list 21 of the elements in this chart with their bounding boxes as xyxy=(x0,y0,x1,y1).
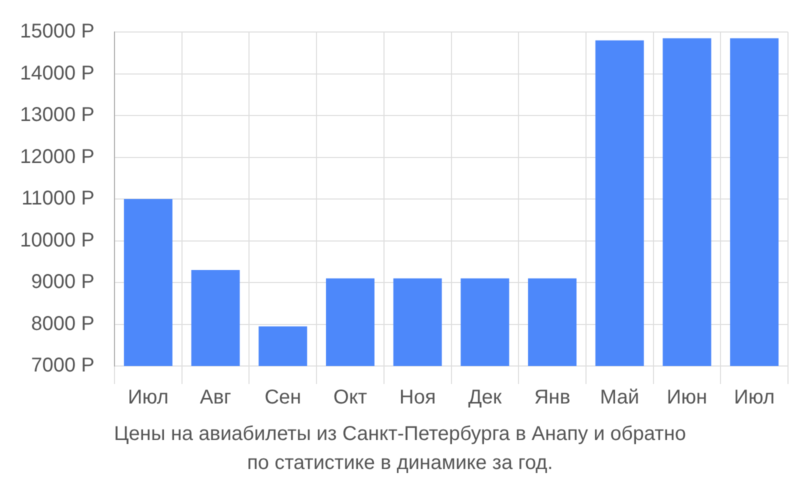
y-tick-label: 11000 Р xyxy=(21,188,95,210)
y-tick-label: 13000 Р xyxy=(20,104,95,126)
x-tick-label: Июл xyxy=(128,386,168,409)
x-tick-label: Июн xyxy=(666,386,708,409)
x-tick-label: Дек xyxy=(468,386,502,409)
x-tick-label: Окт xyxy=(333,386,368,409)
x-tick-label: Ноя xyxy=(399,386,436,409)
y-tick-label: 7000 Р xyxy=(31,354,95,377)
y-tick-label: 10000 Р xyxy=(20,229,95,252)
y-tick-label: 14000 Р xyxy=(20,62,95,84)
y-tick-label: 12000 Р xyxy=(20,146,95,168)
x-tick-label: Июл xyxy=(734,386,775,409)
text: Цены на авиабилеты из Санкт-Петербурга в Анапу и обратно xyxy=(112,422,688,447)
x-tick-label: Май xyxy=(600,386,640,409)
x-tick-label: Сен xyxy=(264,386,302,409)
y-tick-label: 15000 Р xyxy=(20,20,95,43)
y-tick-label: 8000 Р xyxy=(31,312,95,335)
text: по статистике в динамике за год. xyxy=(246,451,554,476)
y-tick-label: 9000 Р xyxy=(31,271,95,294)
x-tick-label: Авг xyxy=(200,386,232,409)
x-tick-label: Янв xyxy=(534,386,570,409)
